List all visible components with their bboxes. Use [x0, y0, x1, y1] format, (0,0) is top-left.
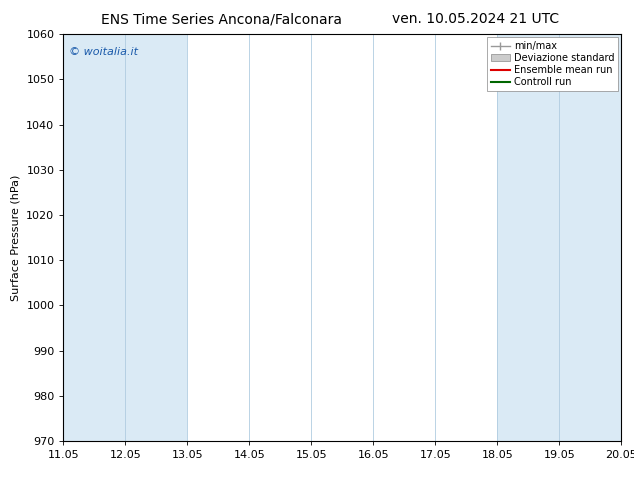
Text: ven. 10.05.2024 21 UTC: ven. 10.05.2024 21 UTC — [392, 12, 559, 26]
Text: © woitalia.it: © woitalia.it — [69, 47, 138, 56]
Legend: min/max, Deviazione standard, Ensemble mean run, Controll run: min/max, Deviazione standard, Ensemble m… — [487, 37, 618, 91]
Bar — [126, 34, 188, 441]
Bar — [63, 34, 126, 441]
Text: ENS Time Series Ancona/Falconara: ENS Time Series Ancona/Falconara — [101, 12, 342, 26]
Bar — [559, 34, 621, 441]
Bar — [497, 34, 559, 441]
Y-axis label: Surface Pressure (hPa): Surface Pressure (hPa) — [11, 174, 21, 301]
